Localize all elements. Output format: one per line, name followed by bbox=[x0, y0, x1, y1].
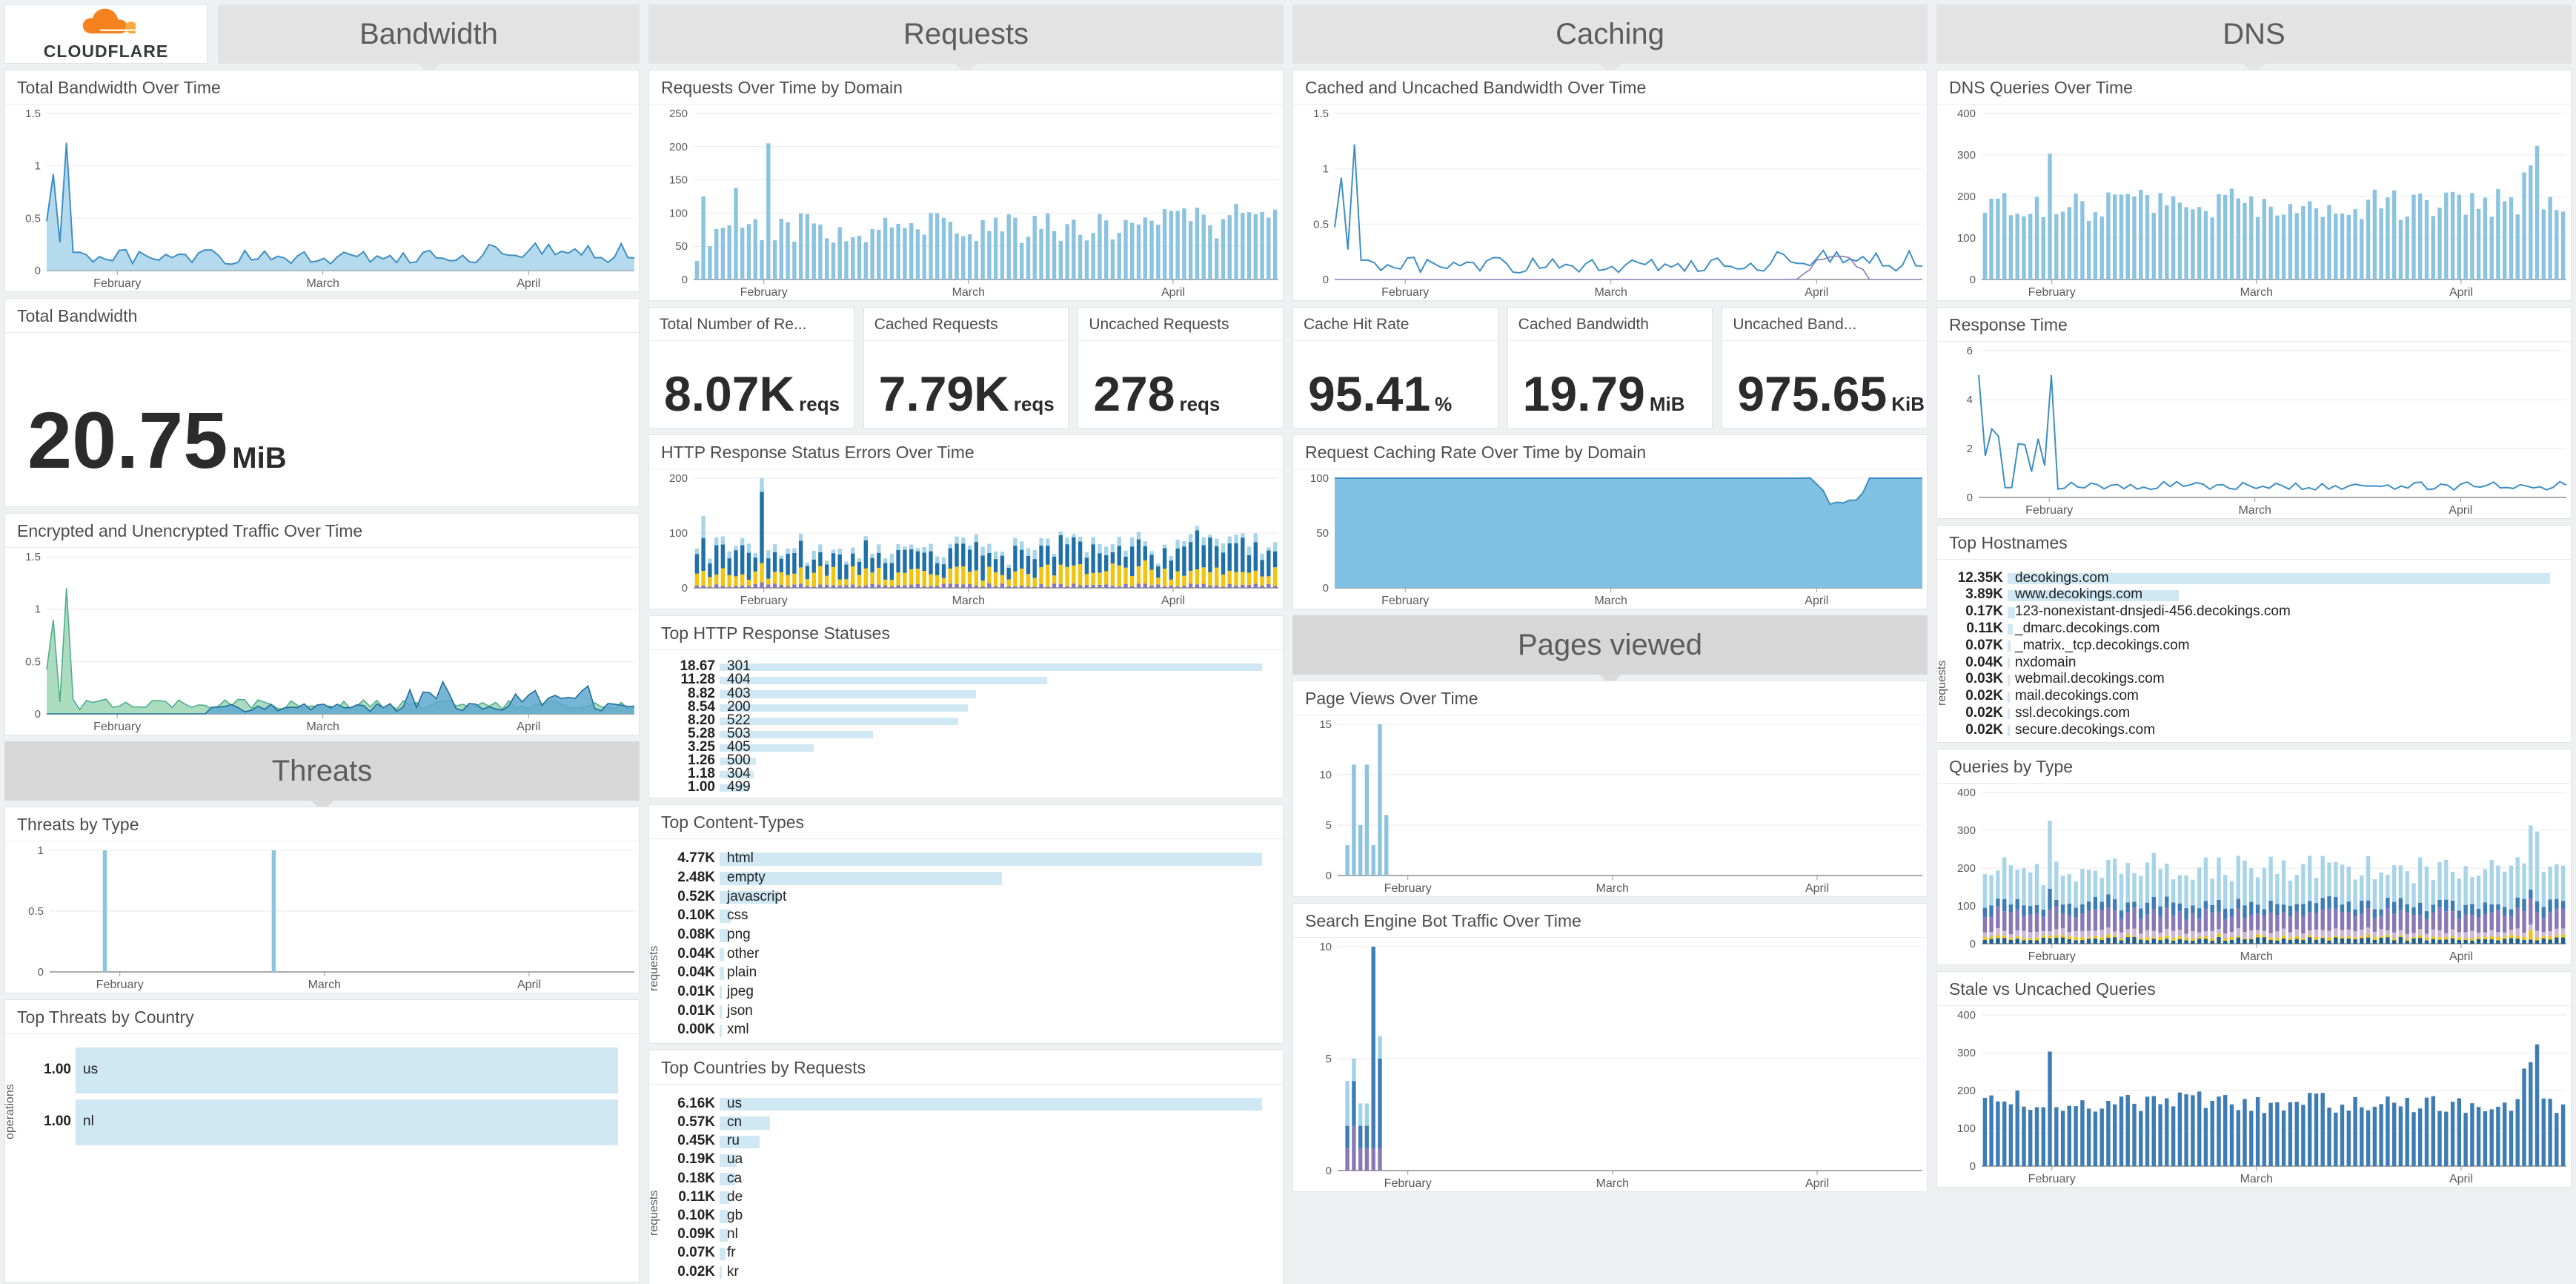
svg-text:50: 50 bbox=[675, 240, 688, 253]
svg-text:March: March bbox=[2238, 504, 2271, 517]
svg-text:150: 150 bbox=[669, 174, 688, 187]
svg-text:0: 0 bbox=[38, 966, 44, 979]
svg-text:100: 100 bbox=[669, 208, 688, 220]
svg-text:10: 10 bbox=[1319, 941, 1332, 953]
svg-text:0.5: 0.5 bbox=[1313, 219, 1329, 231]
svg-text:April: April bbox=[2449, 504, 2472, 517]
svg-text:February: February bbox=[2028, 950, 2076, 963]
svg-text:1: 1 bbox=[35, 160, 41, 173]
svg-text:February: February bbox=[1384, 882, 1432, 895]
svg-text:1: 1 bbox=[35, 603, 41, 616]
svg-text:0: 0 bbox=[1970, 1160, 1976, 1173]
svg-text:1.5: 1.5 bbox=[25, 551, 41, 563]
svg-text:0: 0 bbox=[1326, 1165, 1332, 1177]
svg-text:0: 0 bbox=[1326, 870, 1332, 882]
svg-text:March: March bbox=[2240, 1173, 2273, 1185]
svg-text:1: 1 bbox=[38, 844, 44, 857]
svg-text:March: March bbox=[952, 286, 985, 299]
svg-text:100: 100 bbox=[1957, 1122, 1976, 1135]
svg-text:April: April bbox=[2449, 950, 2473, 963]
svg-text:0.5: 0.5 bbox=[25, 656, 41, 669]
svg-text:300: 300 bbox=[1957, 1047, 1976, 1059]
svg-text:March: March bbox=[1594, 595, 1627, 607]
svg-text:6: 6 bbox=[1967, 345, 1973, 357]
svg-text:0: 0 bbox=[682, 582, 688, 595]
svg-text:February: February bbox=[740, 286, 788, 299]
svg-text:February: February bbox=[96, 979, 144, 991]
svg-text:250: 250 bbox=[669, 107, 688, 120]
svg-text:March: March bbox=[2240, 286, 2273, 299]
svg-text:5: 5 bbox=[1326, 1053, 1332, 1065]
svg-text:2: 2 bbox=[1967, 443, 1973, 455]
svg-text:400: 400 bbox=[1957, 1009, 1976, 1022]
svg-text:0: 0 bbox=[1970, 274, 1976, 286]
svg-text:March: March bbox=[2240, 950, 2273, 963]
svg-text:0: 0 bbox=[35, 708, 41, 721]
svg-text:April: April bbox=[517, 277, 540, 290]
svg-text:February: February bbox=[2028, 286, 2076, 299]
svg-text:April: April bbox=[2449, 286, 2473, 299]
svg-text:February: February bbox=[740, 595, 788, 607]
svg-text:100: 100 bbox=[669, 527, 688, 540]
svg-text:0: 0 bbox=[1970, 938, 1976, 950]
svg-text:200: 200 bbox=[1957, 191, 1976, 203]
svg-text:400: 400 bbox=[1957, 787, 1976, 799]
svg-text:February: February bbox=[2028, 1173, 2076, 1185]
svg-text:200: 200 bbox=[1957, 862, 1976, 875]
svg-text:March: March bbox=[1594, 286, 1627, 299]
svg-text:March: March bbox=[1596, 1177, 1629, 1190]
svg-text:February: February bbox=[1381, 286, 1429, 299]
svg-text:200: 200 bbox=[669, 141, 688, 153]
svg-text:50: 50 bbox=[1316, 527, 1329, 540]
svg-text:April: April bbox=[1805, 286, 1828, 299]
svg-text:February: February bbox=[1384, 1177, 1432, 1190]
svg-text:100: 100 bbox=[1957, 900, 1976, 913]
svg-text:April: April bbox=[1161, 286, 1185, 299]
svg-text:April: April bbox=[1805, 1177, 1829, 1190]
svg-text:February: February bbox=[93, 721, 141, 733]
svg-text:300: 300 bbox=[1957, 824, 1976, 837]
svg-text:0: 0 bbox=[35, 265, 41, 277]
svg-text:March: March bbox=[952, 595, 985, 607]
svg-text:April: April bbox=[517, 979, 541, 991]
svg-text:200: 200 bbox=[1957, 1085, 1976, 1097]
svg-text:February: February bbox=[1381, 595, 1429, 607]
svg-text:0: 0 bbox=[1323, 274, 1329, 286]
svg-text:10: 10 bbox=[1319, 769, 1332, 781]
svg-text:15: 15 bbox=[1319, 718, 1332, 731]
svg-text:0: 0 bbox=[1967, 492, 1973, 504]
svg-text:200: 200 bbox=[669, 472, 688, 485]
svg-text:February: February bbox=[2025, 504, 2073, 517]
svg-text:100: 100 bbox=[1310, 472, 1329, 485]
svg-text:March: March bbox=[308, 979, 341, 991]
svg-text:March: March bbox=[306, 277, 339, 290]
svg-text:0: 0 bbox=[1323, 582, 1329, 595]
svg-text:5: 5 bbox=[1326, 819, 1332, 832]
svg-text:April: April bbox=[1805, 595, 1828, 607]
svg-text:100: 100 bbox=[1957, 232, 1976, 245]
svg-text:April: April bbox=[2449, 1173, 2473, 1185]
svg-text:400: 400 bbox=[1957, 107, 1976, 120]
svg-text:0.5: 0.5 bbox=[28, 905, 44, 918]
svg-text:April: April bbox=[1161, 595, 1185, 607]
svg-text:1.5: 1.5 bbox=[25, 107, 41, 120]
svg-text:0: 0 bbox=[682, 274, 688, 286]
svg-text:1: 1 bbox=[1323, 163, 1329, 176]
svg-text:February: February bbox=[93, 277, 141, 290]
svg-text:1.5: 1.5 bbox=[1313, 107, 1329, 120]
svg-text:300: 300 bbox=[1957, 149, 1976, 162]
svg-text:March: March bbox=[306, 721, 339, 733]
svg-text:0.5: 0.5 bbox=[25, 213, 41, 225]
svg-text:4: 4 bbox=[1967, 394, 1973, 406]
svg-text:April: April bbox=[517, 721, 540, 733]
svg-text:April: April bbox=[1805, 882, 1829, 895]
svg-text:March: March bbox=[1596, 882, 1629, 895]
